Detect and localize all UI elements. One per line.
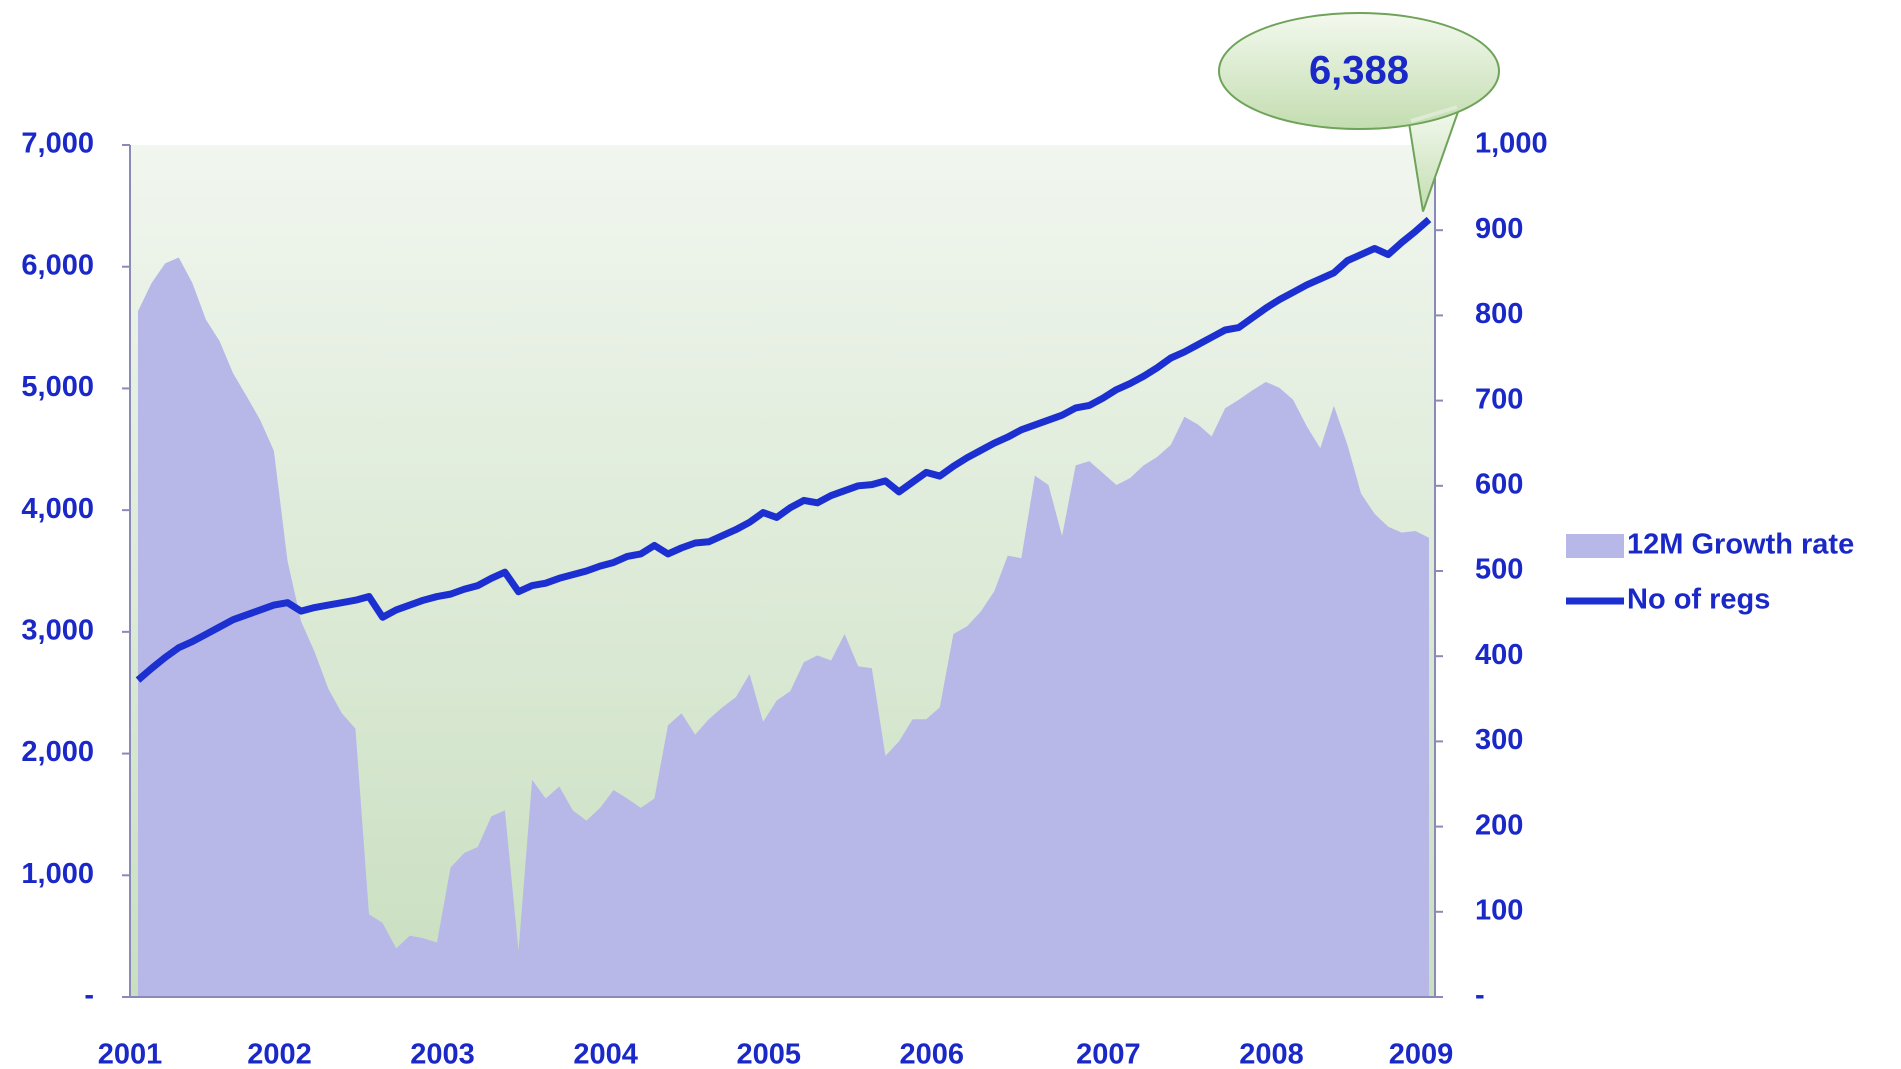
y-tick-label: 5,000 [21, 371, 94, 403]
y-tick-label: 1,000 [21, 858, 94, 890]
y-tick-label: 7,000 [21, 128, 94, 160]
x-tick-label: 2005 [736, 1039, 801, 1069]
y-tick-label: 6,000 [21, 249, 94, 281]
y2-tick-label: 300 [1475, 724, 1523, 756]
y-tick-label: 2,000 [21, 736, 94, 768]
legend-label: No of regs [1627, 584, 1770, 616]
y2-tick-label: - [1475, 980, 1485, 1012]
callout-joint [1410, 105, 1458, 123]
x-tick-label: 2008 [1239, 1039, 1304, 1069]
x-tick-label: 2007 [1076, 1039, 1141, 1069]
x-tick-label: 2001 [98, 1039, 163, 1069]
y-tick-label: - [84, 980, 94, 1012]
x-tick-label: 2002 [247, 1039, 312, 1069]
x-tick-label: 2003 [410, 1039, 475, 1069]
y2-tick-label: 1,000 [1475, 128, 1548, 160]
y2-tick-label: 100 [1475, 894, 1523, 926]
x-tick-label: 2006 [900, 1039, 965, 1069]
y2-tick-label: 500 [1475, 554, 1523, 586]
y2-tick-label: 400 [1475, 639, 1523, 671]
y2-tick-label: 200 [1475, 809, 1523, 841]
y-tick-label: 4,000 [21, 493, 94, 525]
y2-tick-label: 900 [1475, 213, 1523, 245]
y2-tick-label: 600 [1475, 468, 1523, 500]
annotation: 6,388 [1309, 49, 1409, 93]
callout [1408, 108, 1460, 212]
line [135, 216, 1432, 683]
x-tick-label: 2009 [1389, 1039, 1454, 1069]
area [138, 257, 1429, 997]
callout-bubble [1218, 12, 1500, 130]
y-tick-label: 3,000 [21, 615, 94, 647]
x-tick-label: 2004 [573, 1039, 638, 1069]
legend-label: 12M Growth rate [1627, 529, 1854, 561]
y2-tick-label: 800 [1475, 298, 1523, 330]
legend-swatch [1566, 534, 1624, 558]
y2-tick-label: 700 [1475, 383, 1523, 415]
